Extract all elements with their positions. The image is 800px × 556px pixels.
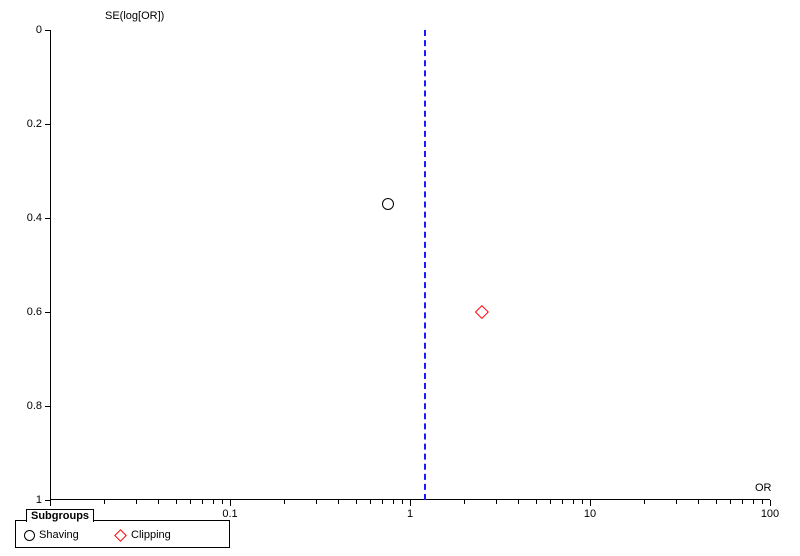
y-tick — [45, 124, 50, 125]
x-minor-tick — [676, 500, 677, 504]
x-minor-tick — [518, 500, 519, 504]
y-tick-label: 0.6 — [27, 306, 42, 318]
y-tick-label: 0.4 — [27, 212, 42, 224]
x-minor-tick — [284, 500, 285, 504]
y-axis-title: SE(log[OR]) — [105, 10, 164, 22]
x-minor-tick — [464, 500, 465, 504]
y-tick-label: 0.2 — [27, 118, 42, 130]
x-minor-tick — [536, 500, 537, 504]
x-minor-tick — [202, 500, 203, 504]
x-minor-tick — [742, 500, 743, 504]
legend-item-clipping: Clipping — [116, 529, 171, 541]
y-tick — [45, 218, 50, 219]
x-minor-tick — [730, 500, 731, 504]
x-minor-tick — [213, 500, 214, 504]
x-tick — [770, 500, 771, 506]
x-tick-label: 10 — [575, 508, 605, 520]
x-tick — [410, 500, 411, 506]
legend-item-shaving: Shaving — [24, 529, 79, 541]
x-tick — [230, 500, 231, 506]
legend-label: Clipping — [131, 529, 171, 541]
x-minor-tick — [190, 500, 191, 504]
y-tick-label: 0 — [36, 24, 42, 36]
x-minor-tick — [222, 500, 223, 504]
x-minor-tick — [496, 500, 497, 504]
y-tick — [45, 312, 50, 313]
x-minor-tick — [104, 500, 105, 504]
x-minor-tick — [393, 500, 394, 504]
reference-line — [424, 30, 426, 500]
x-minor-tick — [582, 500, 583, 504]
x-minor-tick — [382, 500, 383, 504]
x-tick-label: 100 — [755, 508, 785, 520]
legend-box: Subgroups Shaving Clipping — [15, 520, 230, 548]
funnel-plot-chart: SE(log[OR]) OR 00.20.40.60.810.010.11101… — [25, 10, 780, 510]
x-minor-tick — [762, 500, 763, 504]
y-tick — [45, 30, 50, 31]
x-minor-tick — [402, 500, 403, 504]
x-minor-tick — [370, 500, 371, 504]
x-minor-tick — [338, 500, 339, 504]
x-minor-tick — [562, 500, 563, 504]
legend-title: Subgroups — [26, 509, 94, 522]
diamond-icon — [114, 529, 127, 542]
data-point-circle — [382, 198, 394, 210]
circle-icon — [24, 530, 35, 541]
x-tick-label: 0.1 — [215, 508, 245, 520]
x-minor-tick — [356, 500, 357, 504]
x-tick-label: 1 — [395, 508, 425, 520]
x-minor-tick — [644, 500, 645, 504]
x-minor-tick — [753, 500, 754, 504]
x-minor-tick — [573, 500, 574, 504]
x-minor-tick — [716, 500, 717, 504]
y-tick-label: 1 — [36, 494, 42, 506]
x-tick — [590, 500, 591, 506]
x-minor-tick — [176, 500, 177, 504]
y-tick-label: 0.8 — [27, 400, 42, 412]
plot-area — [50, 30, 770, 500]
x-minor-tick — [316, 500, 317, 504]
x-minor-tick — [158, 500, 159, 504]
x-minor-tick — [698, 500, 699, 504]
y-tick — [45, 406, 50, 407]
x-minor-tick — [550, 500, 551, 504]
legend-label: Shaving — [39, 529, 79, 541]
x-tick — [50, 500, 51, 506]
x-minor-tick — [136, 500, 137, 504]
